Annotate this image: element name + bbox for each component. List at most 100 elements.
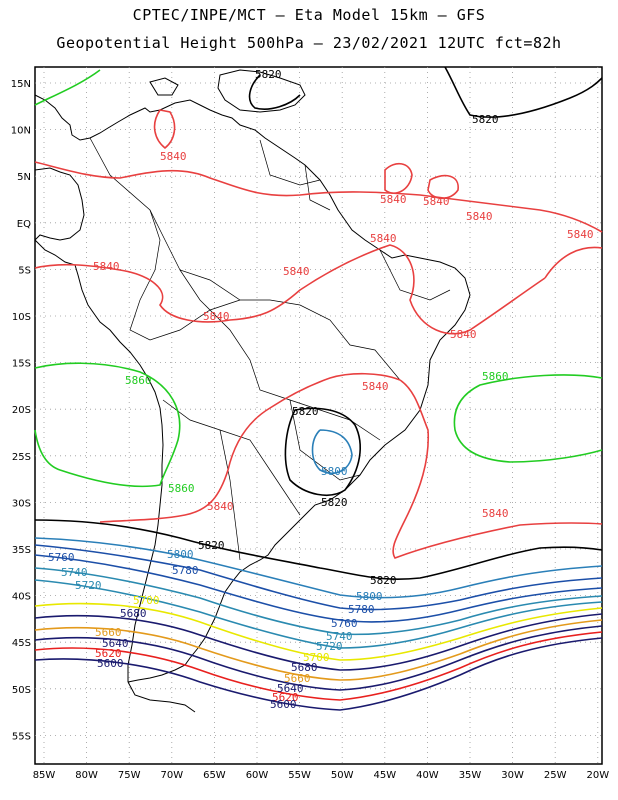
contour-label: 5820	[198, 539, 225, 552]
contours	[34, 66, 603, 711]
contour-label: 5660	[95, 626, 122, 639]
lat-tick-label: 25S	[12, 452, 31, 463]
contour-label: 5840	[283, 265, 310, 278]
contour-label: 5860	[125, 374, 152, 387]
contour-label: 5720	[75, 579, 102, 592]
contour-5840	[34, 244, 546, 335]
lon-tick-label: 30W	[501, 770, 524, 781]
contour-5860	[34, 362, 181, 488]
contour-label: 5840	[380, 193, 407, 206]
lat-tick-label: 15N	[11, 79, 31, 90]
contour-label: 5700	[133, 594, 160, 607]
south-america-coast	[34, 94, 471, 683]
contour-5800	[311, 429, 353, 474]
contour-5840	[34, 161, 603, 233]
lon-tick-label: 85W	[33, 770, 56, 781]
contour-label: 5640	[102, 637, 129, 650]
contour-label: 5860	[168, 482, 195, 495]
contour-label: 5840	[93, 260, 120, 273]
contour-label: 5820	[472, 113, 499, 126]
contour-5600	[34, 637, 603, 711]
caribbean-island	[217, 69, 306, 113]
chart-title: CPTEC/INPE/MCT – Eta Model 15km – GFS	[132, 6, 486, 24]
contour-label: 5800	[167, 548, 194, 561]
contour-5860	[453, 374, 603, 463]
contour-label: 5840	[482, 507, 509, 520]
lat-tick-label: 20S	[12, 405, 31, 416]
contour-label: 5820	[321, 496, 348, 509]
lon-tick-label: 50W	[331, 770, 354, 781]
contour-5780	[34, 544, 603, 611]
lat-tick-label: 45S	[12, 638, 31, 649]
contour-5840	[544, 246, 603, 279]
contour-label: 5840	[203, 310, 230, 323]
contour-5840	[384, 162, 413, 194]
contour-label: 5800	[321, 465, 348, 478]
contour-label: 5620	[95, 647, 122, 660]
lon-tick-label: 40W	[416, 770, 439, 781]
map-frame	[34, 66, 603, 765]
contour-label: 5720	[316, 640, 343, 653]
coastline	[34, 69, 471, 713]
contour-label: 5820	[370, 574, 397, 587]
contour-label: 5840	[450, 328, 477, 341]
contour-label: 5600	[270, 698, 297, 711]
tierra-del-fuego	[127, 681, 196, 713]
contour-label: 5760	[48, 551, 75, 564]
contour-5680	[34, 613, 603, 671]
contour-5660	[34, 619, 603, 681]
contour-label: 5620	[272, 691, 299, 704]
contour-label: 5740	[326, 630, 353, 643]
lon-tick-label: 75W	[118, 770, 141, 781]
contour-5760	[34, 554, 603, 623]
lat-tick-label: 50S	[12, 685, 31, 696]
contour-5800	[34, 537, 603, 599]
lat-tick-label: 10S	[12, 312, 31, 323]
contour-5620	[34, 631, 603, 701]
lat-tick-label: 35S	[12, 545, 31, 556]
contour-label: 5640	[277, 682, 304, 695]
lat-tick-label: 55S	[12, 731, 31, 742]
contour-label: 5840	[567, 228, 594, 241]
lat-tick-label: 10N	[11, 126, 31, 137]
contour-label: 5680	[120, 607, 147, 620]
contour-label: 5600	[97, 657, 124, 670]
contour-5840	[99, 372, 603, 559]
contour-label: 5840	[370, 232, 397, 245]
contour-5840	[153, 109, 176, 150]
contour-label: 5760	[331, 617, 358, 630]
contour-5820	[444, 66, 603, 118]
contour-label: 5700	[303, 651, 330, 664]
contour-labels: 5820 5820 5840 5840 5840 5840 5840 5840 …	[48, 68, 594, 711]
contour-5820	[284, 407, 361, 496]
contour-5840	[427, 174, 459, 200]
cuba-island	[149, 77, 179, 96]
lon-tick-label: 60W	[246, 770, 269, 781]
latitude-labels: 15N 10N 5N EQ 5S 10S 15S 20S 25S 30S 35S 40S 45S 50S 5…	[11, 79, 31, 742]
contour-5820	[34, 519, 603, 580]
contour-label: 5840	[466, 210, 493, 223]
lat-tick-label: EQ	[17, 219, 31, 230]
contour-5720	[34, 579, 603, 649]
contour-label: 5860	[482, 370, 509, 383]
chart-subtitle: Geopotential Height 500hPa – 23/02/2021 …	[56, 34, 562, 52]
panama-coast	[34, 167, 85, 241]
contour-label: 5840	[160, 150, 187, 163]
lon-tick-label: 65W	[203, 770, 226, 781]
contour-5640	[34, 625, 603, 691]
longitude-labels: 85W 80W 75W 70W 65W 60W 55W 50W 45W 40W 35W 30W 25W 2…	[33, 770, 610, 781]
contour-label: 5820	[255, 68, 282, 81]
contour-label: 5800	[356, 590, 383, 603]
contour-5860	[34, 69, 101, 106]
lon-tick-label: 55W	[288, 770, 311, 781]
country-borders	[89, 137, 451, 561]
lon-tick-label: 35W	[459, 770, 482, 781]
contour-label: 5740	[61, 566, 88, 579]
contour-label: 5660	[284, 672, 311, 685]
lon-tick-label: 20W	[586, 770, 609, 781]
lon-tick-label: 70W	[160, 770, 183, 781]
lat-tick-label: 5S	[18, 265, 31, 276]
contour-5820	[248, 74, 301, 110]
lon-tick-label: 80W	[75, 770, 98, 781]
